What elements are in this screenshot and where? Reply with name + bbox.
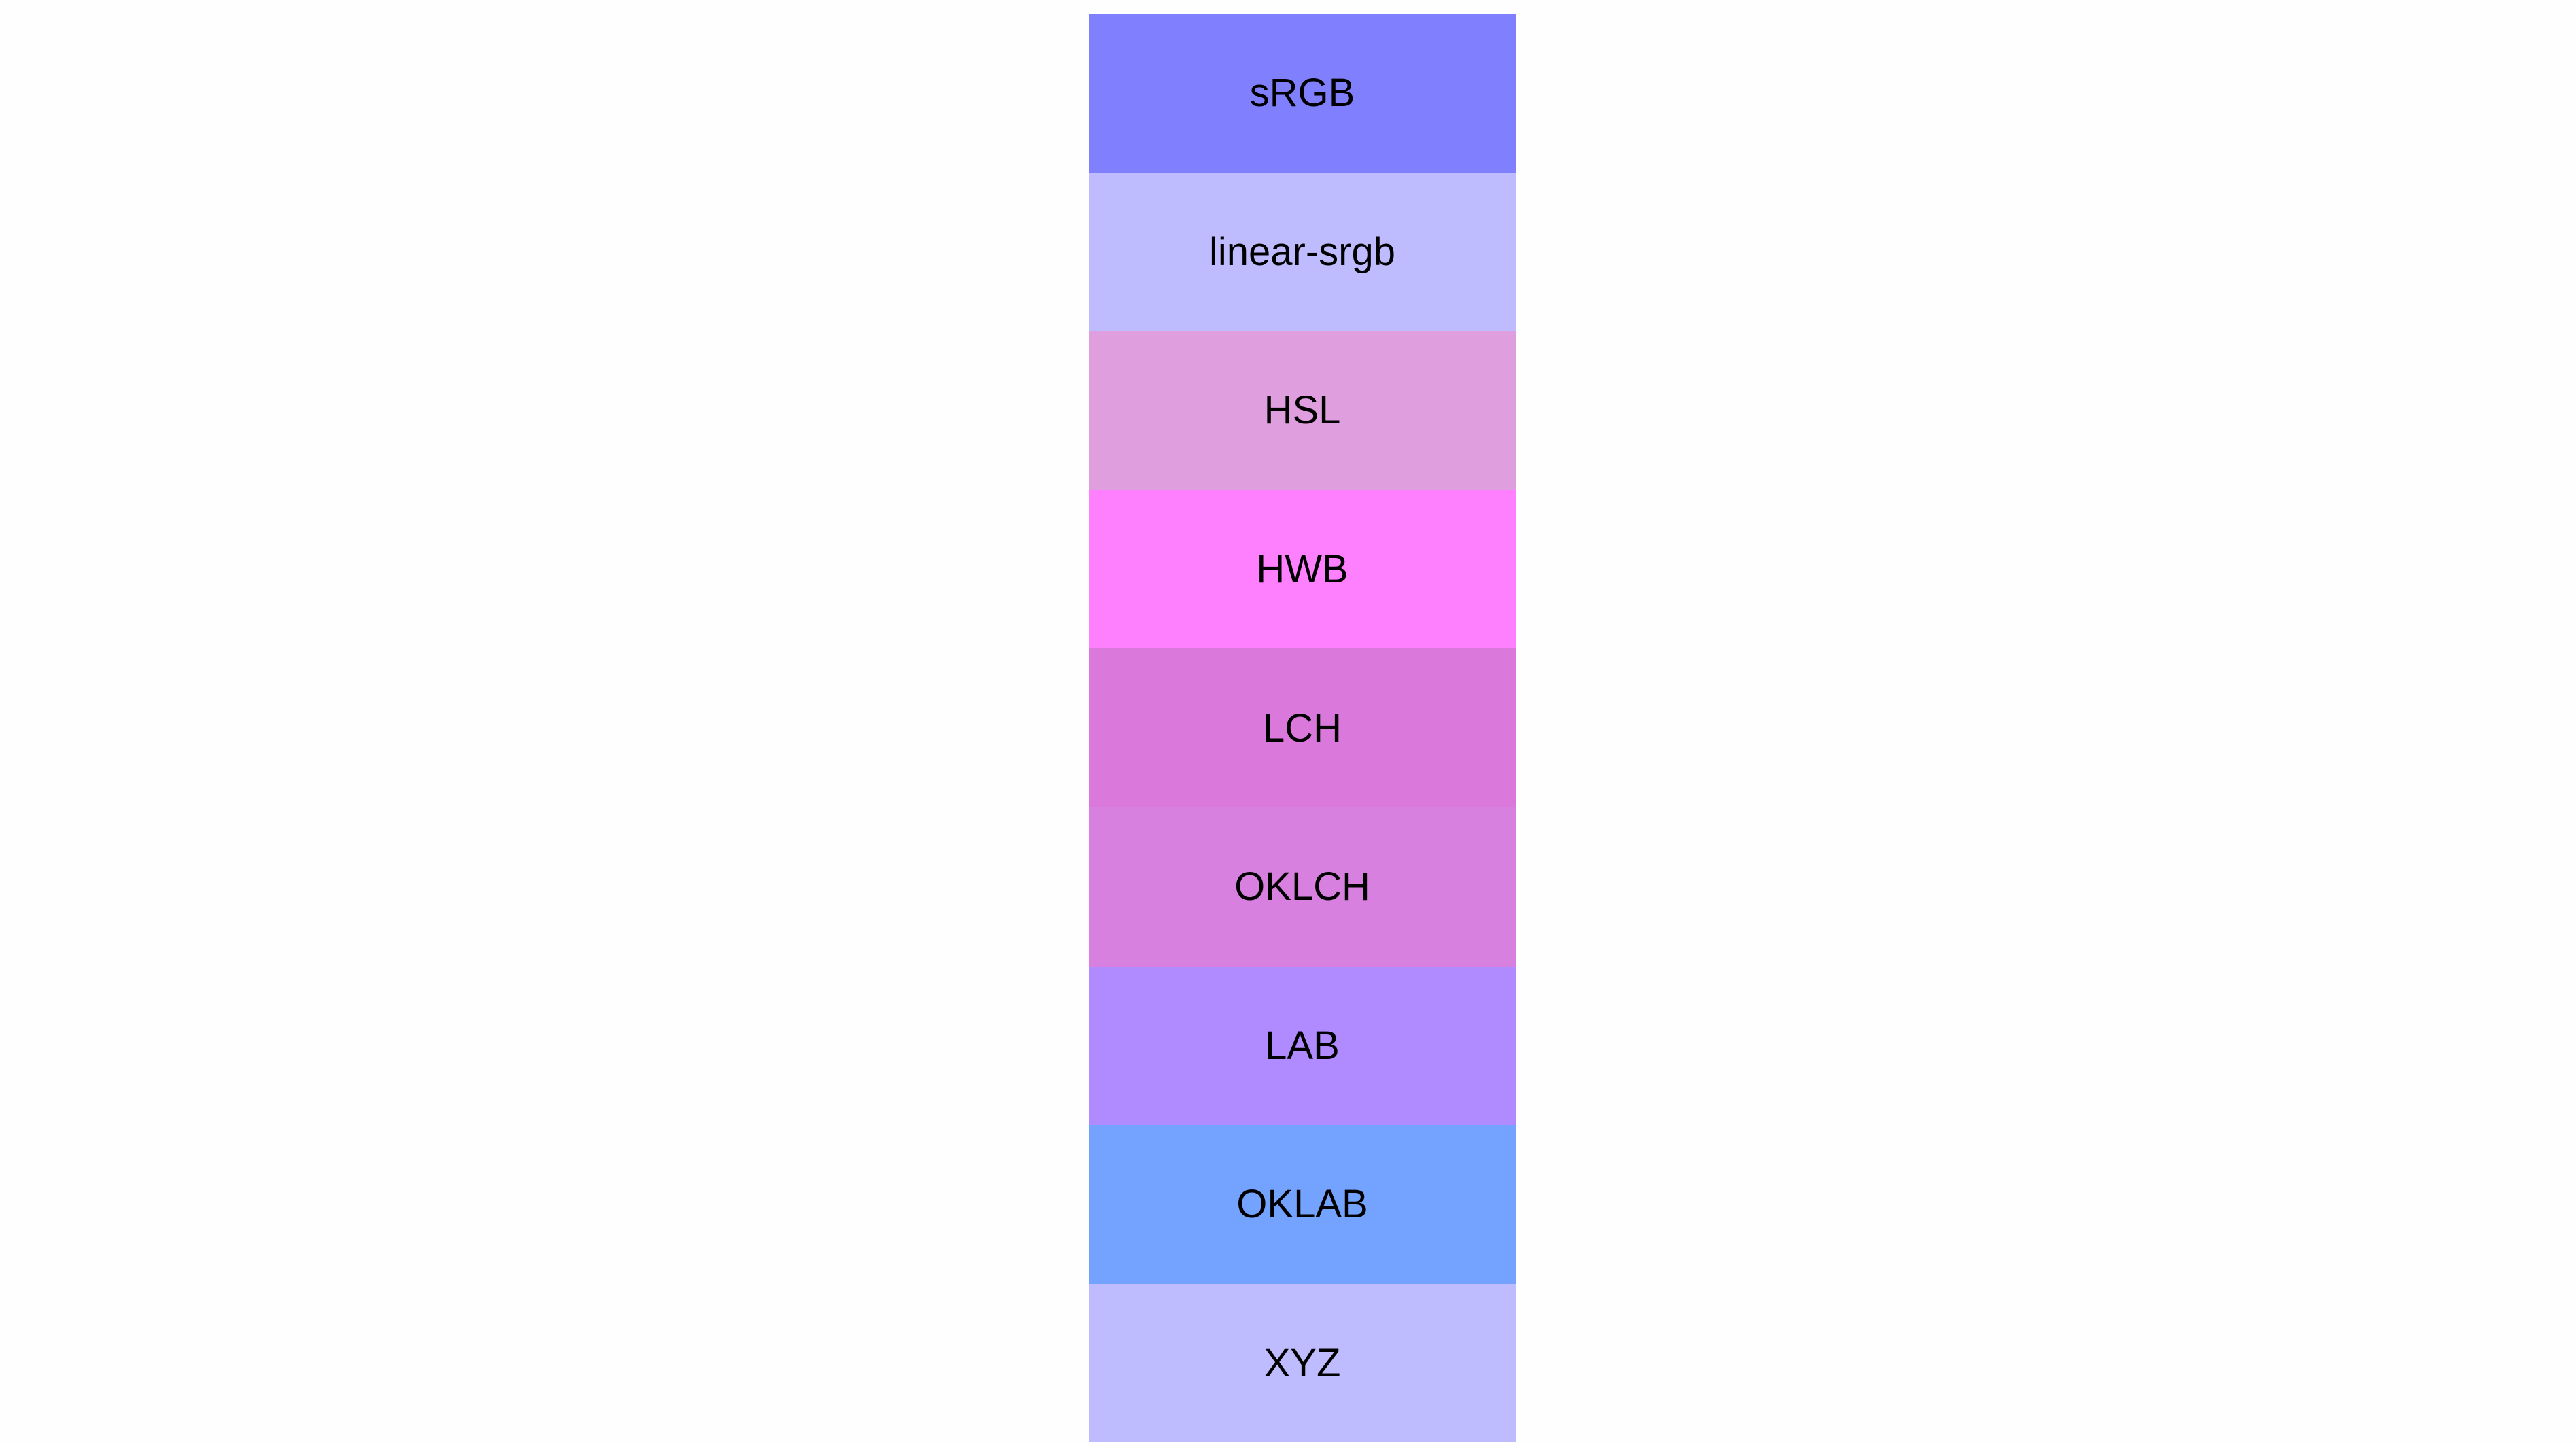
swatch-oklch: OKLCH: [1089, 807, 1516, 967]
swatch-label: LAB: [1265, 1023, 1340, 1068]
swatch-lab: LAB: [1089, 966, 1516, 1126]
swatch-label: HSL: [1264, 388, 1341, 433]
swatch-xyz: XYZ: [1089, 1283, 1516, 1443]
swatch-label: linear-srgb: [1209, 229, 1395, 274]
color-space-swatch-list: sRGB linear-srgb HSL HWB LCH OKLCH LAB O…: [1089, 14, 1516, 1443]
swatch-oklab: OKLAB: [1089, 1125, 1516, 1284]
swatch-label: OKLAB: [1236, 1182, 1368, 1227]
swatch-hwb: HWB: [1089, 489, 1516, 649]
swatch-srgb: sRGB: [1089, 14, 1516, 173]
swatch-label: XYZ: [1264, 1341, 1341, 1386]
swatch-label: OKLCH: [1234, 865, 1370, 909]
swatch-label: LCH: [1262, 706, 1342, 750]
swatch-lch: LCH: [1089, 648, 1516, 807]
swatch-linear-srgb: linear-srgb: [1089, 172, 1516, 332]
swatch-label: HWB: [1256, 547, 1348, 592]
swatch-label: sRGB: [1249, 71, 1355, 116]
swatch-hsl: HSL: [1089, 331, 1516, 490]
